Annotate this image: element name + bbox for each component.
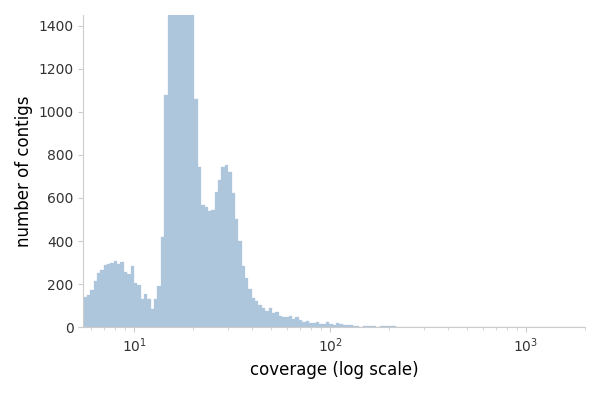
Bar [110,264,114,327]
Bar [151,309,154,327]
Bar [232,193,235,327]
Bar [238,241,242,327]
Bar [275,312,278,327]
Bar [278,316,282,327]
Bar [235,219,238,327]
Bar [282,317,286,327]
Bar [121,262,124,327]
Bar [393,326,397,327]
Bar [154,299,157,327]
Bar [178,0,181,327]
Bar [262,308,265,327]
Bar [225,165,228,327]
Bar [221,167,225,327]
Bar [302,322,305,327]
Bar [117,264,121,327]
Bar [100,269,104,327]
Bar [194,99,198,327]
Y-axis label: number of contigs: number of contigs [15,95,33,247]
Bar [305,321,309,327]
Bar [191,0,194,327]
Bar [289,316,292,327]
Bar [370,325,373,327]
Bar [114,260,117,327]
Bar [319,324,322,327]
Bar [380,326,383,327]
Bar [346,325,349,327]
Bar [343,325,346,327]
Bar [140,299,144,327]
Bar [107,264,110,327]
Bar [164,95,167,327]
Bar [252,299,255,327]
Bar [228,172,232,327]
Bar [127,273,131,327]
Bar [386,326,390,327]
Bar [198,167,201,327]
Bar [309,323,313,327]
Bar [272,313,275,327]
Bar [245,278,248,327]
Bar [174,0,178,327]
Bar [201,205,205,327]
Bar [286,317,289,327]
Bar [137,285,140,327]
Bar [349,325,353,327]
Bar [87,295,90,327]
Bar [124,272,127,327]
Bar [269,308,272,327]
Bar [329,324,332,327]
Bar [184,0,188,327]
Bar [322,324,326,327]
Bar [366,325,370,327]
Bar [97,273,100,327]
Bar [326,322,329,327]
Bar [171,0,174,327]
Bar [356,326,359,327]
Bar [363,326,366,327]
Bar [390,326,393,327]
Bar [218,180,221,327]
Bar [353,326,356,327]
Bar [242,266,245,327]
Bar [83,297,87,327]
Bar [299,320,302,327]
Bar [144,294,148,327]
Bar [292,318,295,327]
Bar [157,286,161,327]
Bar [208,211,211,327]
Bar [336,323,339,327]
Bar [383,326,386,327]
Bar [94,281,97,327]
Bar [295,318,299,327]
Bar [265,310,269,327]
Bar [339,324,343,327]
Bar [332,325,336,327]
Bar [90,290,94,327]
Bar [167,0,171,327]
Bar [313,323,316,327]
Bar [259,305,262,327]
Bar [211,210,215,327]
Bar [215,192,218,327]
Bar [131,266,134,327]
Bar [316,322,319,327]
X-axis label: coverage (log scale): coverage (log scale) [250,361,419,379]
Bar [181,0,184,327]
Bar [373,326,376,327]
Bar [255,301,259,327]
Bar [205,207,208,327]
Bar [148,299,151,327]
Bar [248,289,252,327]
Bar [188,0,191,327]
Bar [134,283,137,327]
Bar [104,265,107,327]
Bar [161,237,164,327]
